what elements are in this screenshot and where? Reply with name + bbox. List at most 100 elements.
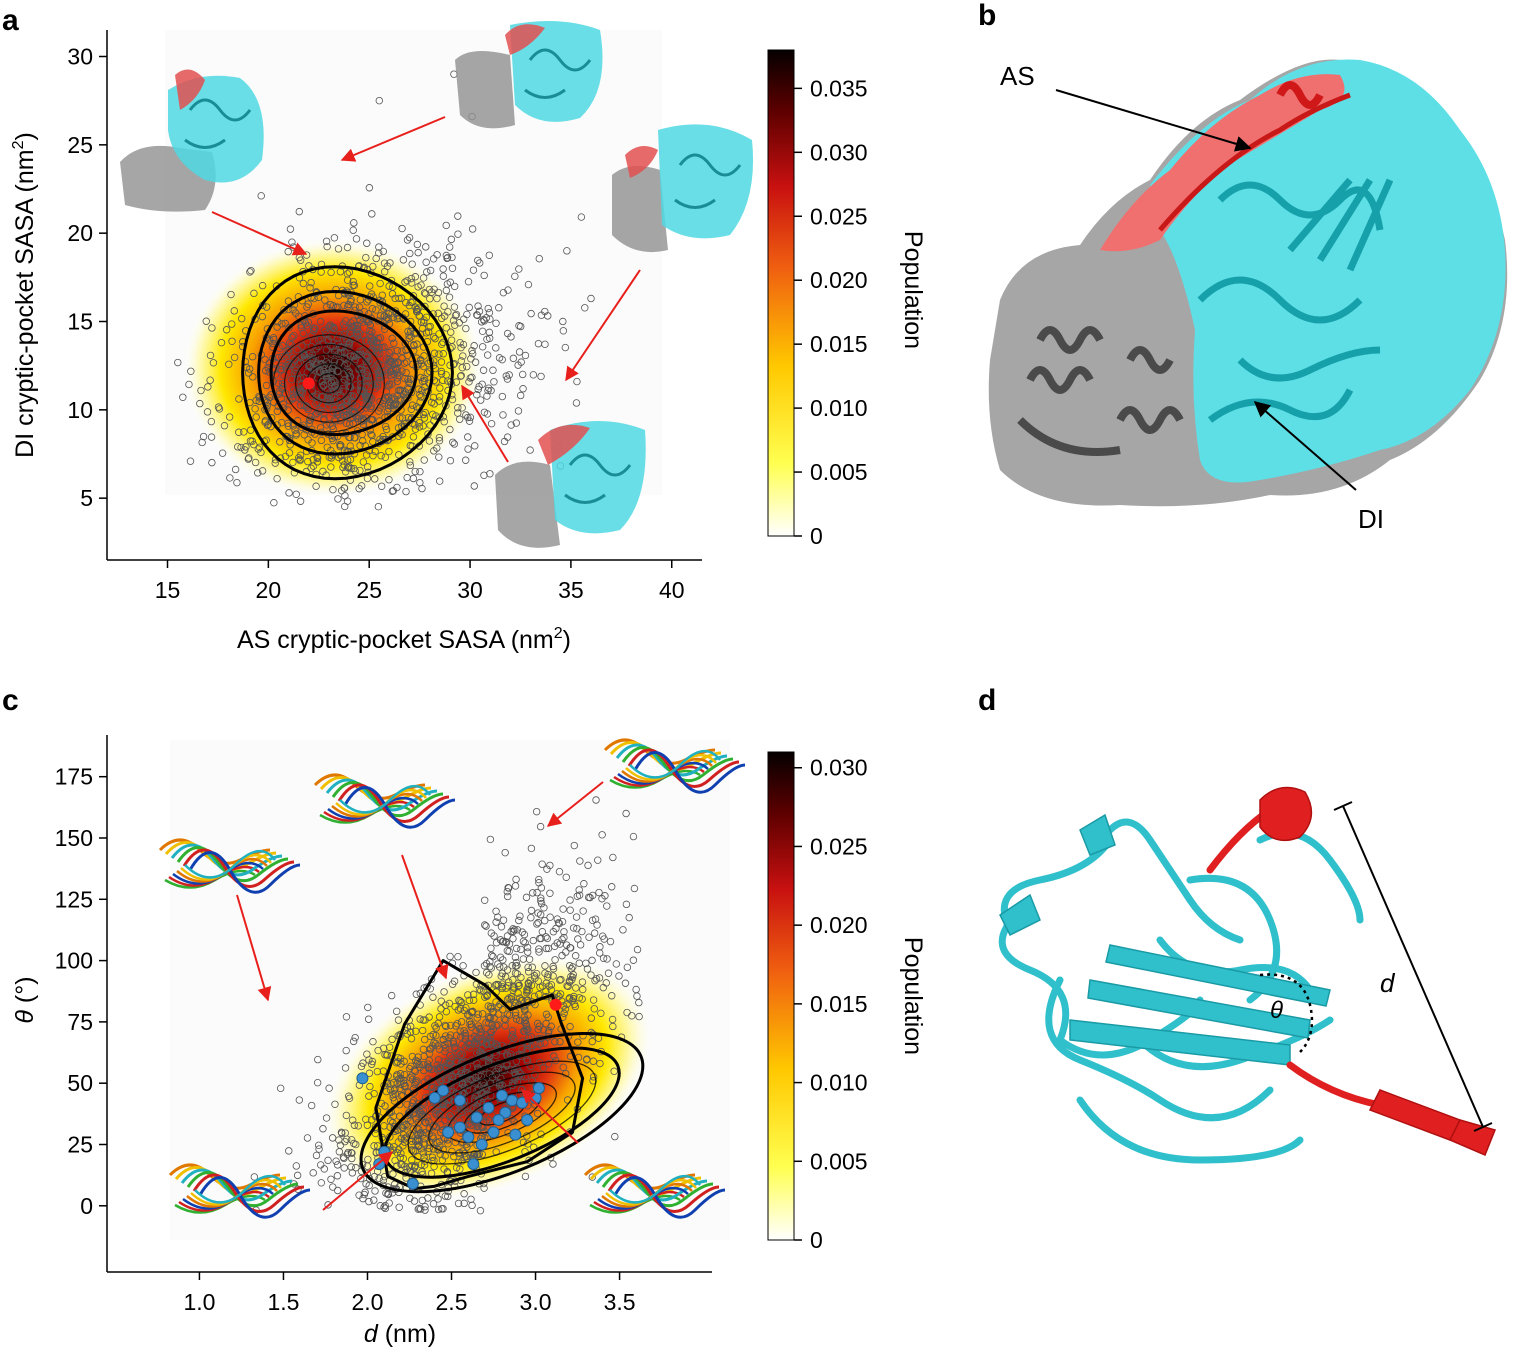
scatter-point	[454, 1110, 463, 1118]
scatter-point	[353, 321, 362, 330]
scatter-point	[442, 251, 451, 260]
scatter-point	[284, 297, 293, 305]
scatter-point	[331, 387, 339, 395]
scatter-point	[430, 333, 438, 341]
scatter-point	[446, 425, 454, 434]
scatter-point	[416, 1129, 425, 1138]
scatter-point	[578, 995, 586, 1003]
scatter-point	[541, 916, 549, 925]
scatter-point	[524, 983, 532, 991]
scatter-point	[441, 1021, 449, 1030]
scatter-point	[412, 1115, 420, 1123]
scatter-point	[426, 295, 434, 303]
scatter-point	[278, 380, 287, 388]
scatter-point	[334, 245, 343, 253]
scatter-point	[406, 327, 415, 336]
scatter-point	[298, 342, 306, 350]
scatter-point	[319, 382, 328, 390]
scatter-point	[365, 184, 374, 192]
scatter-point	[230, 353, 239, 362]
scatter-point	[570, 841, 579, 850]
panel-b: b AS DI	[978, 0, 1508, 534]
scatter-point	[449, 1040, 458, 1048]
scatter-point	[382, 1087, 391, 1096]
scatter-point	[464, 277, 473, 286]
scatter-point	[420, 1139, 428, 1147]
scatter-point	[458, 1157, 466, 1165]
panel-c-axes	[106, 735, 712, 1273]
scatter-point	[597, 1009, 605, 1018]
x-tick-label: 20	[256, 577, 282, 603]
scatter-point	[281, 452, 290, 461]
scatter-point	[398, 387, 406, 395]
scatter-point	[206, 376, 214, 384]
scatter-point	[518, 996, 527, 1004]
scatter-point	[434, 309, 442, 318]
scatter-point	[392, 1007, 401, 1016]
scatter-point	[532, 807, 541, 816]
scatter-point	[518, 1045, 526, 1054]
scatter-point	[437, 367, 446, 376]
y-tick-label: 150	[55, 825, 93, 851]
scatter-point	[562, 948, 570, 956]
scatter-point	[386, 1086, 395, 1094]
scatter-point	[547, 986, 555, 994]
scatter-point	[362, 400, 370, 409]
scatter-point	[486, 470, 494, 478]
panel-a-axes	[106, 30, 702, 561]
scatter-point	[501, 1022, 509, 1030]
scatter-point	[396, 1070, 405, 1078]
scatter-point	[258, 281, 267, 290]
scatter-point	[446, 278, 454, 286]
scatter-point	[485, 1057, 493, 1065]
scatter-point	[448, 264, 457, 273]
scatter-point	[444, 1192, 452, 1201]
scatter-point	[420, 374, 428, 383]
scatter-point	[454, 1006, 462, 1014]
scatter-point	[589, 1057, 598, 1065]
scatter-point	[285, 323, 293, 332]
scatter-point	[347, 1136, 356, 1144]
x-tick-label: 2.0	[351, 1289, 383, 1315]
scatter-point	[370, 1142, 378, 1150]
scatter-point	[406, 1074, 415, 1082]
scatter-point	[372, 254, 380, 263]
scatter-point	[622, 900, 631, 909]
scatter-point	[561, 343, 570, 352]
scatter-point	[487, 929, 496, 937]
arrow-as	[1055, 89, 1252, 152]
scatter-point	[515, 265, 523, 273]
scatter-point	[507, 995, 515, 1003]
scatter-point	[466, 1044, 474, 1052]
scatter-point	[528, 963, 537, 971]
scatter-point	[476, 259, 484, 267]
scatter-point	[382, 355, 391, 363]
scatter-point	[352, 329, 361, 338]
panel-a-xlabel: AS cryptic-pocket SASA (nm2)	[237, 625, 571, 654]
scatter-point	[437, 1120, 445, 1129]
scatter-point	[451, 321, 459, 329]
scatter-point	[454, 1048, 463, 1057]
scatter-point	[537, 897, 545, 905]
scatter-point	[456, 1051, 465, 1059]
scatter-point	[424, 1060, 432, 1068]
scatter-point	[395, 1145, 403, 1154]
scatter-point	[570, 992, 578, 1001]
scatter-point	[498, 355, 506, 364]
scatter-point	[439, 1205, 447, 1213]
scatter-point	[518, 928, 526, 936]
scatter-point	[629, 832, 638, 841]
scatter-point	[409, 1125, 418, 1133]
scatter-point	[292, 1162, 301, 1170]
scatter-point	[378, 343, 386, 352]
scatter-point	[481, 982, 490, 991]
blue-point	[470, 1111, 483, 1124]
colorbar-tick-label: 0.020	[810, 267, 868, 293]
scatter-point	[590, 1005, 598, 1013]
scatter-point	[384, 315, 393, 323]
scatter-point	[462, 411, 470, 419]
scatter-point	[295, 207, 303, 216]
scatter-point	[319, 1125, 327, 1133]
scatter-point	[285, 339, 294, 347]
scatter-point	[323, 443, 331, 451]
